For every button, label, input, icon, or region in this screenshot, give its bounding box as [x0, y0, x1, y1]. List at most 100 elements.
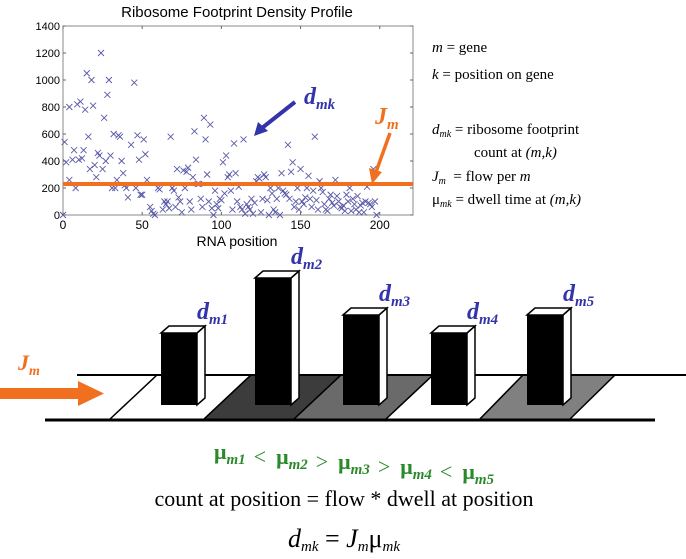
- em: m: [520, 169, 531, 185]
- data-point: [263, 196, 271, 204]
- y-tick-label: 1200: [36, 48, 60, 60]
- data-point: [278, 169, 285, 177]
- bar-label: dm3: [379, 281, 411, 310]
- data-point: [241, 210, 249, 217]
- data-point: [262, 173, 270, 181]
- data-point: [339, 202, 347, 209]
- flow-arrowhead-icon: [78, 381, 104, 406]
- data-point: [225, 171, 233, 178]
- data-point: [86, 165, 94, 173]
- data-point: [371, 198, 379, 205]
- comparison-operator: >: [316, 449, 328, 474]
- J: J: [346, 524, 359, 553]
- dwell-sub: m1: [227, 452, 246, 468]
- data-point: [368, 203, 376, 211]
- legend: m = gene k = position on gene dmk = ribo…: [432, 40, 581, 210]
- jm-sub: m: [387, 117, 399, 133]
- legend-count-2: count at (m,k): [474, 145, 557, 161]
- data-point: [127, 141, 135, 149]
- data-point: [297, 165, 304, 173]
- data-point: [88, 76, 95, 84]
- data-point: [355, 208, 363, 216]
- scatter-chart: Ribosome Footprint Density Profile 0 200 4…: [36, 4, 414, 249]
- data-point: [295, 206, 303, 213]
- data-point: [308, 203, 315, 211]
- data-point: [222, 152, 230, 159]
- data-point: [104, 91, 111, 99]
- data-point: [273, 195, 281, 203]
- bar-label: dm2: [291, 244, 323, 273]
- density-bar: dm5: [525, 281, 595, 407]
- dwell-sym: μ: [276, 444, 289, 469]
- jm-sym: J: [374, 104, 388, 130]
- sub: m2: [303, 257, 323, 273]
- sub: mk: [440, 129, 452, 140]
- data-point: [360, 208, 368, 216]
- dmk-arrow-shaft: [260, 100, 297, 130]
- data-point: [78, 154, 86, 162]
- sub: m3: [391, 294, 411, 310]
- data-point: [311, 133, 319, 141]
- y-tick-label: 600: [42, 129, 60, 141]
- d-sub: mk: [301, 539, 319, 555]
- data-point: [251, 199, 258, 207]
- data-point: [218, 196, 225, 204]
- data-point: [91, 161, 98, 169]
- data-point: [344, 198, 352, 205]
- sym: d: [291, 244, 304, 270]
- data-point: [134, 132, 141, 139]
- y-tick-label: 200: [42, 183, 60, 195]
- data-point: [275, 184, 282, 192]
- data-point: [268, 190, 276, 197]
- data-point: [107, 152, 114, 159]
- data-point: [175, 194, 182, 201]
- data-point: [146, 203, 154, 211]
- data-point: [305, 172, 312, 180]
- sub: mk: [440, 199, 452, 210]
- data-point: [151, 211, 159, 219]
- em: (m,k): [526, 145, 557, 161]
- dwell-sub: m5: [475, 472, 495, 488]
- data-point: [124, 194, 132, 201]
- data-point: [213, 200, 220, 208]
- sym: d: [563, 281, 576, 307]
- data-point: [301, 194, 309, 201]
- dwell-sub: m2: [289, 457, 309, 473]
- plot-frame: [62, 25, 414, 216]
- dwell-sub: m4: [413, 467, 433, 483]
- x-tick-label: 200: [370, 218, 390, 232]
- data-point: [167, 133, 175, 141]
- data-point: [108, 184, 116, 192]
- data-point: [110, 130, 117, 138]
- desc: = position on gene: [439, 67, 554, 83]
- data-point: [214, 204, 222, 212]
- data-point: [140, 136, 148, 143]
- data-point: [351, 200, 358, 208]
- jm-label: Jm: [374, 104, 399, 133]
- x-tick-label: 150: [291, 218, 311, 232]
- data-point: [292, 198, 300, 205]
- bar-front: [161, 333, 197, 405]
- data-point: [327, 191, 334, 199]
- y-axis: 0 200 400 600 800 1000 1200 1400: [36, 21, 413, 222]
- y-tick-label: 1400: [36, 21, 60, 33]
- density-bar: dm1: [159, 299, 228, 407]
- bar-top: [525, 307, 573, 316]
- data-point: [113, 176, 121, 184]
- data-point: [325, 195, 333, 203]
- legend-count: dmk = ribosome footprint: [432, 122, 580, 140]
- data-point: [164, 198, 171, 205]
- data-point: [341, 207, 349, 215]
- data-point: [181, 184, 189, 192]
- data-point: [313, 196, 320, 204]
- dmk-sym: d: [304, 84, 317, 110]
- data-point: [59, 211, 67, 219]
- bar-top: [341, 307, 389, 316]
- em: (m,k): [550, 192, 581, 208]
- data-point: [287, 168, 295, 176]
- data-point: [178, 208, 186, 216]
- dmk-label: dmk: [304, 84, 336, 113]
- data-point: [349, 195, 357, 203]
- y-tick-label: 1000: [36, 75, 60, 87]
